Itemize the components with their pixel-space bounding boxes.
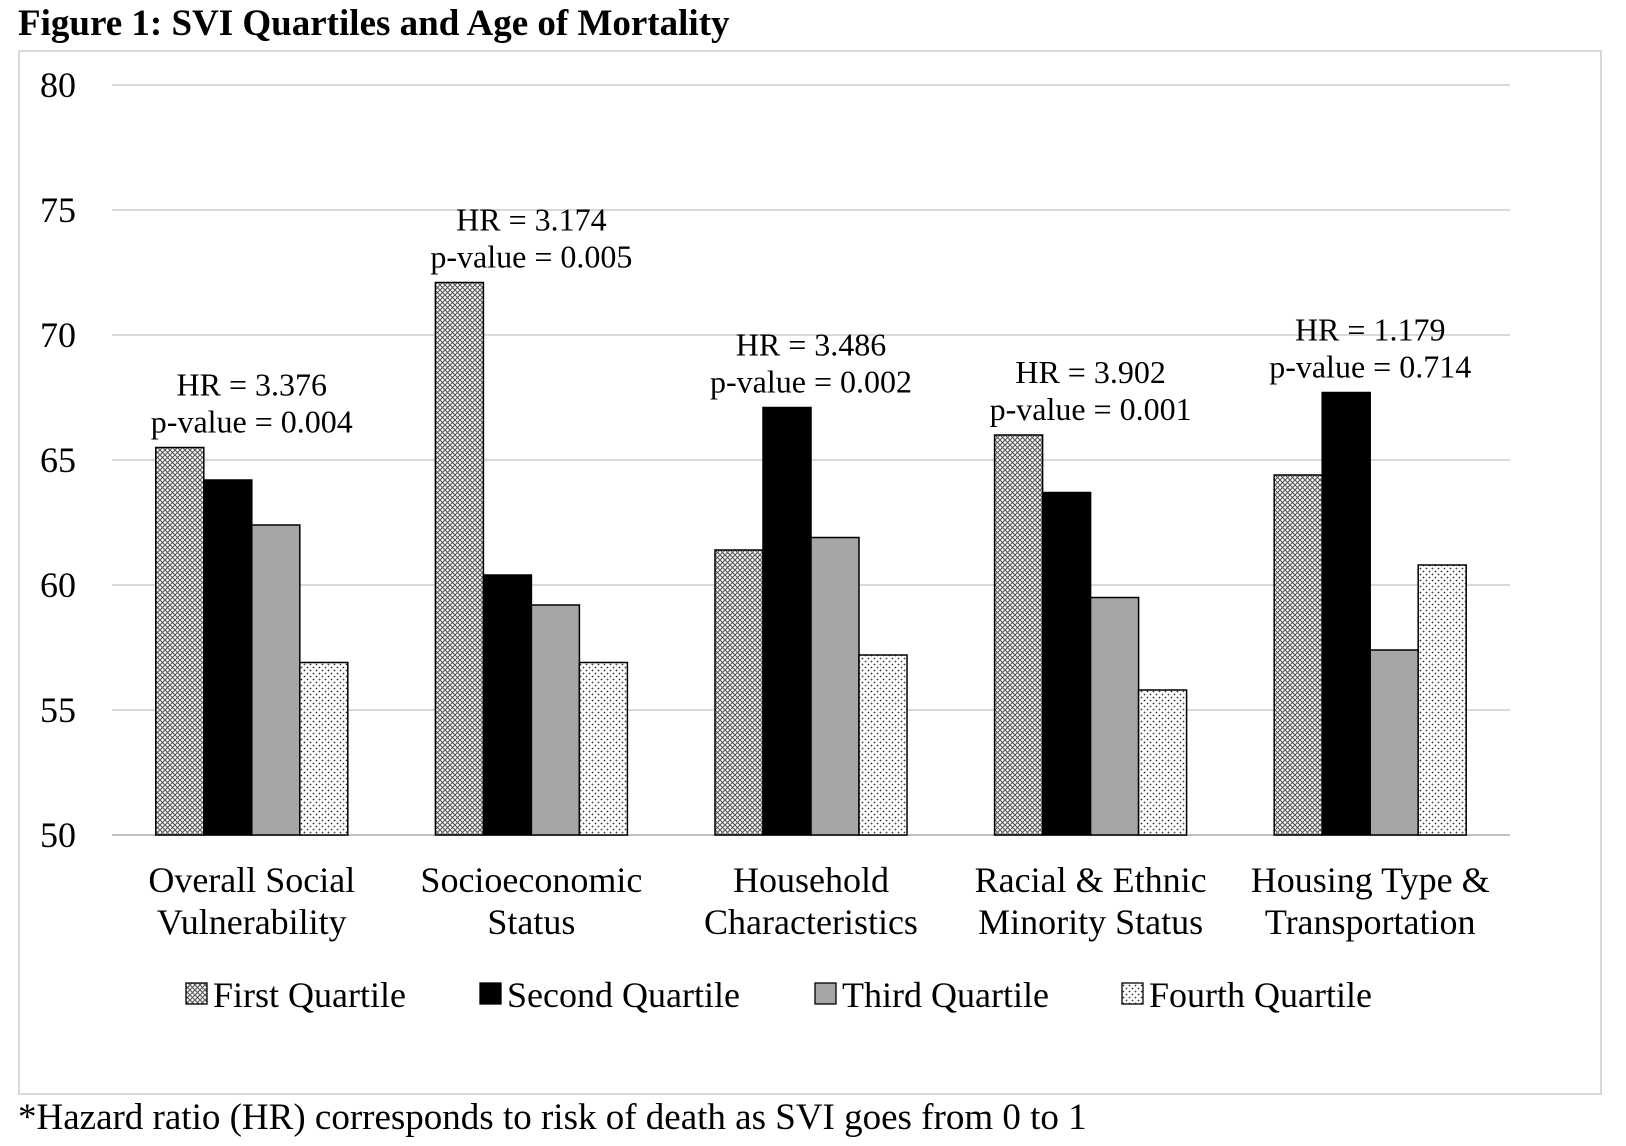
- bar-third-quartile: [1369, 649, 1419, 836]
- legend-swatch: [1121, 982, 1144, 1005]
- legend: First Quartile Second Quartile Third Quart…: [185, 975, 1372, 1015]
- hazard-ratio-label: HR = 3.174: [456, 202, 607, 238]
- y-tick-label: 80: [40, 65, 76, 105]
- bar-third-quartile: [810, 536, 860, 836]
- bar-fourth-quartile: [1417, 564, 1467, 836]
- legend-swatch: [479, 982, 502, 1005]
- category-label: Transportation: [1265, 902, 1476, 942]
- y-axis-ticks: 50 55 60 65 70 75 80: [40, 65, 76, 855]
- category-label: Vulnerability: [157, 902, 347, 942]
- bar-first-quartile: [434, 281, 485, 836]
- p-value-label: p-value = 0.001: [990, 391, 1192, 427]
- category-label: Racial & Ethnic: [975, 860, 1207, 900]
- legend-label: Second Quartile: [507, 975, 740, 1015]
- bar-second-quartile: [1321, 391, 1371, 836]
- bar-first-quartile: [714, 549, 764, 836]
- y-tick-label: 65: [40, 440, 76, 480]
- p-value-label: p-value = 0.714: [1269, 349, 1471, 385]
- y-tick-label: 70: [40, 315, 76, 355]
- p-value-label: p-value = 0.005: [430, 239, 632, 275]
- y-tick-label: 55: [40, 690, 76, 730]
- legend-label: Third Quartile: [842, 975, 1049, 1015]
- bar-fourth-quartile: [299, 661, 349, 836]
- legend-label: Fourth Quartile: [1149, 975, 1372, 1015]
- bars: [155, 281, 1467, 836]
- category-label: Minority Status: [978, 902, 1203, 942]
- bar-third-quartile: [1089, 596, 1140, 836]
- category-label: Household: [733, 860, 889, 900]
- bar-first-quartile: [993, 434, 1044, 836]
- bar-third-quartile: [530, 604, 581, 836]
- bar-fourth-quartile: [1137, 689, 1188, 836]
- bar-second-quartile: [762, 406, 812, 836]
- bar-fourth-quartile: [858, 654, 908, 836]
- hazard-ratio-label: HR = 3.902: [1015, 354, 1166, 390]
- footnote: *Hazard ratio (HR) corresponds to risk o…: [18, 1097, 1087, 1138]
- y-tick-label: 50: [40, 815, 76, 855]
- hazard-ratio-label: HR = 1.179: [1295, 312, 1446, 348]
- category-label: Overall Social: [148, 860, 355, 900]
- legend-label: First Quartile: [213, 975, 406, 1015]
- legend-swatch: [814, 982, 837, 1005]
- bar-third-quartile: [251, 524, 301, 836]
- category-label: Socioeconomic: [420, 860, 642, 900]
- bar-fourth-quartile: [578, 661, 629, 836]
- bar-second-quartile: [1041, 491, 1092, 836]
- hazard-ratio-label: HR = 3.376: [177, 367, 328, 403]
- category-label: Housing Type &: [1251, 860, 1490, 900]
- bar-first-quartile: [155, 446, 205, 836]
- bar-second-quartile: [482, 574, 533, 836]
- p-value-label: p-value = 0.004: [151, 404, 353, 440]
- bar-first-quartile: [1273, 474, 1323, 836]
- figure-title: Figure 1: SVI Quartiles and Age of Morta…: [18, 3, 730, 44]
- category-label: Characteristics: [704, 902, 918, 942]
- category-label: Status: [487, 902, 575, 942]
- legend-swatch: [185, 982, 208, 1005]
- y-tick-label: 60: [40, 565, 76, 605]
- p-value-label: p-value = 0.002: [710, 364, 912, 400]
- bar-second-quartile: [203, 479, 253, 836]
- y-tick-label: 75: [40, 190, 76, 230]
- hazard-ratio-label: HR = 3.486: [736, 327, 887, 363]
- chart-frame: [18, 50, 1602, 1095]
